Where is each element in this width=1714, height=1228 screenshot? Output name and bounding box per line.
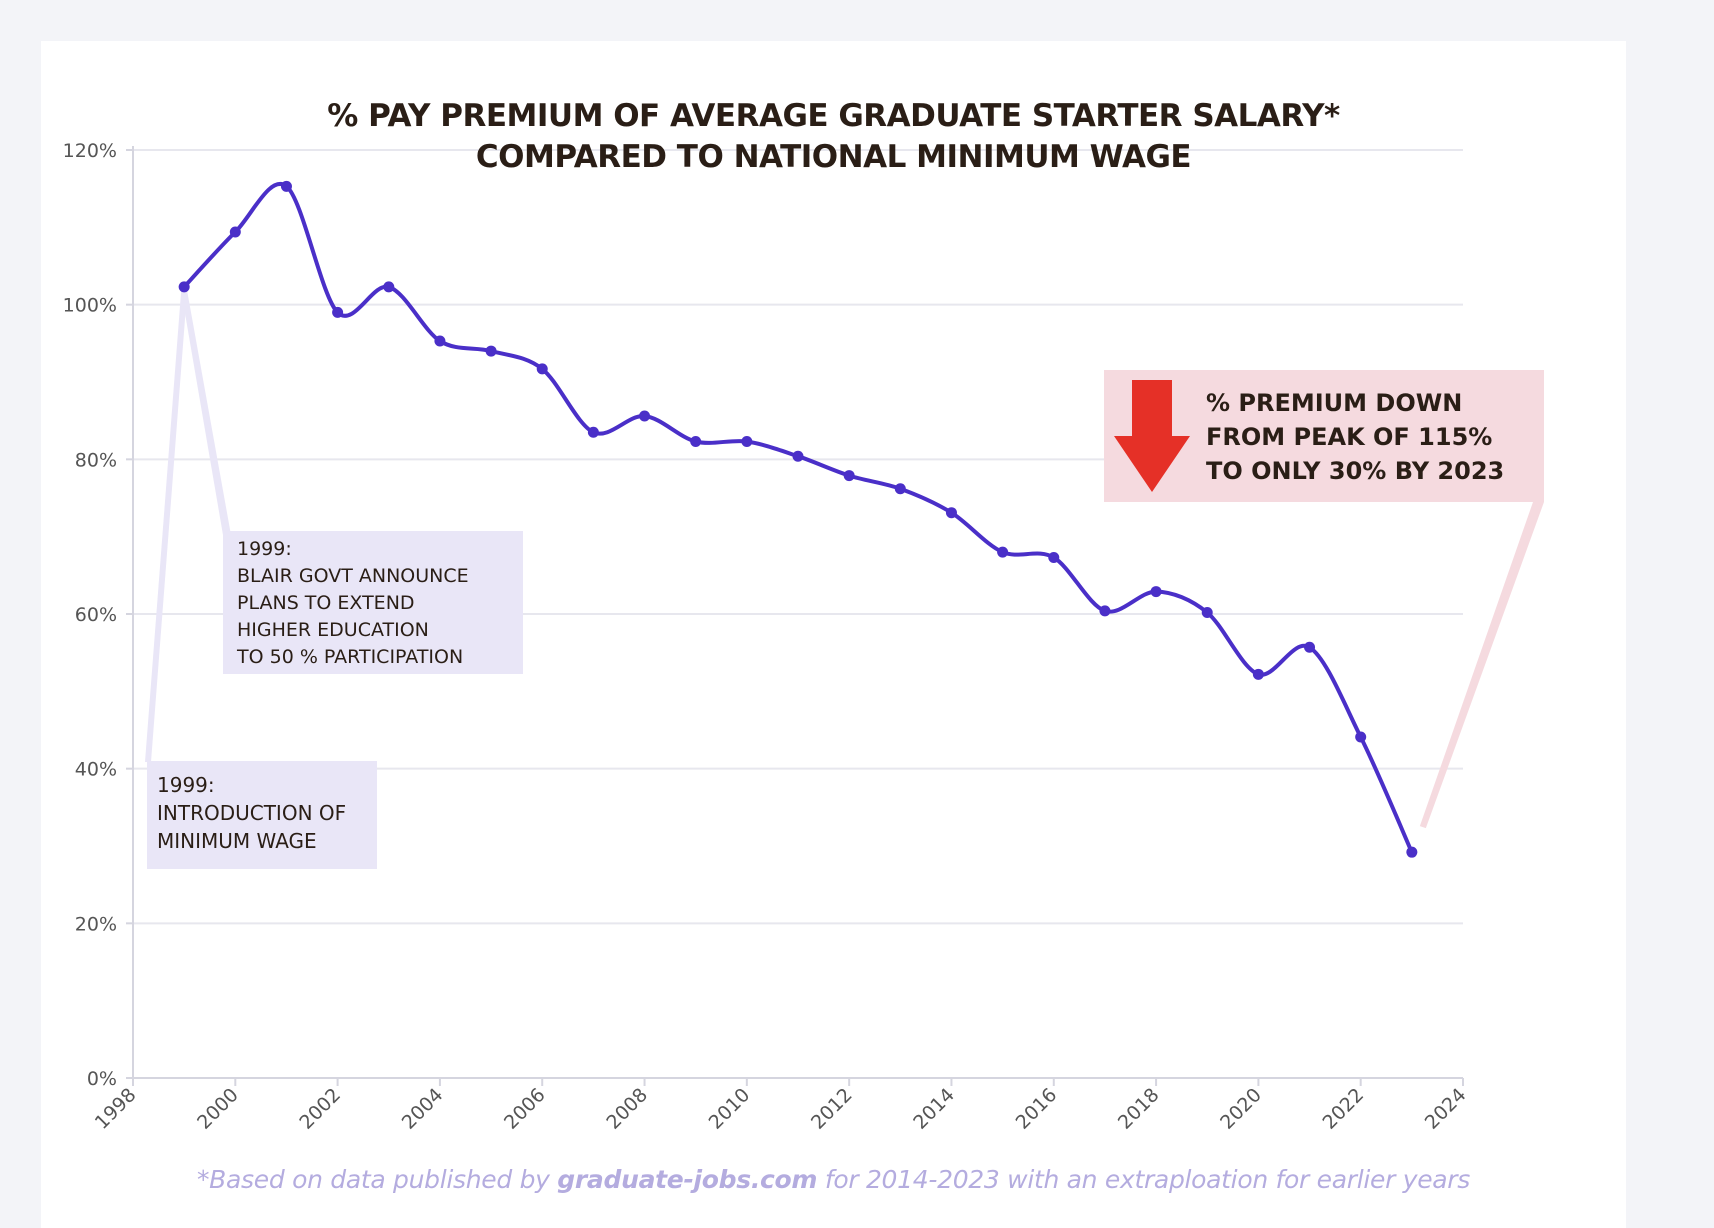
data-point [1048, 552, 1060, 564]
footnote-prefix: *Based on data published by [196, 1165, 558, 1194]
x-tick-label: 2002 [295, 1084, 345, 1134]
axes [126, 146, 1464, 1086]
x-tick-label: 2010 [705, 1084, 755, 1134]
annotation-blair-govt: 1999: BLAIR GOVT ANNOUNCE PLANS TO EXTEN… [223, 531, 523, 674]
data-point [1201, 606, 1213, 618]
y-tick-label: 80% [75, 449, 117, 471]
y-tick-label: 20% [75, 913, 117, 935]
chart-title-line-2: COMPARED TO NATIONAL MINIMUM WAGE [475, 139, 1192, 175]
x-tick-label: 2000 [193, 1084, 243, 1134]
data-point [1355, 731, 1367, 743]
data-point [690, 436, 702, 448]
data-point [178, 281, 190, 293]
data-point [1252, 668, 1264, 680]
x-tick-label: 2014 [909, 1084, 959, 1134]
chart-title: % PAY PREMIUM OF AVERAGE GRADUATE STARTE… [41, 96, 1626, 178]
data-point [383, 281, 395, 293]
data-point [485, 345, 497, 357]
x-tick-label: 2022 [1318, 1084, 1368, 1134]
annotation-line: TO 50 % PARTICIPATION [237, 646, 464, 668]
x-tick-label: 2006 [500, 1084, 550, 1134]
x-tick-label: 2024 [1421, 1084, 1471, 1134]
leader-blair [181, 290, 231, 535]
x-tick-label: 2016 [1012, 1084, 1062, 1134]
data-point [997, 546, 1009, 558]
x-tick-label: 1998 [91, 1084, 141, 1134]
y-tick-label: 0% [87, 1068, 117, 1090]
chart-title-line-1: % PAY PREMIUM OF AVERAGE GRADUATE STARTE… [327, 98, 1340, 134]
data-point [1406, 846, 1418, 858]
data-point [843, 470, 855, 482]
x-tick-label: 2012 [807, 1084, 857, 1134]
data-point [792, 450, 804, 462]
callout-line: TO ONLY 30% BY 2023 [1206, 457, 1505, 485]
annotation-line: BLAIR GOVT ANNOUNCE [237, 565, 469, 587]
data-point [434, 335, 446, 347]
down-arrow-icon [1114, 380, 1190, 492]
premium-down-callout: % PREMIUM DOWN FROM PEAK OF 115% TO ONLY… [1104, 370, 1544, 502]
footnote-suffix: for 2014-2023 with an extraploation for … [817, 1165, 1471, 1194]
footnote: *Based on data published by graduate-job… [41, 1165, 1626, 1194]
annotation-line: 1999: [157, 773, 215, 797]
x-tick-label: 2008 [602, 1084, 652, 1134]
footnote-source: graduate-jobs.com [557, 1165, 818, 1194]
data-point [587, 426, 599, 438]
data-point [280, 180, 292, 192]
annotation-leader-lines [145, 290, 1544, 829]
y-tick-label: 60% [75, 604, 117, 626]
data-point [894, 483, 906, 495]
data-point [229, 226, 241, 238]
annotation-line: 1999: [237, 538, 292, 560]
data-point [1150, 586, 1162, 598]
data-point [945, 507, 957, 519]
x-tick-label: 2018 [1114, 1084, 1164, 1134]
x-tick-label: 2004 [398, 1084, 448, 1134]
data-point [741, 436, 753, 448]
y-tick-labels: 0% 20% 40% 60% 80% 100% 120% [63, 140, 117, 1090]
data-point [1099, 605, 1111, 617]
y-tick-label: 120% [63, 140, 117, 162]
callout-text: % PREMIUM DOWN FROM PEAK OF 115% TO ONLY… [1206, 386, 1504, 488]
series-layer [178, 180, 1418, 858]
annotation-minimum-wage: 1999: INTRODUCTION OF MINIMUM WAGE [147, 761, 377, 869]
x-tick-labels: 1998 2000 2002 2004 2006 2008 2010 2012 2014 2016… [91, 1084, 1471, 1134]
callout-line: % PREMIUM DOWN [1206, 389, 1463, 417]
annotation-line: PLANS TO EXTEND [237, 592, 415, 614]
data-point [1304, 641, 1316, 653]
leader-minimum-wage [145, 290, 188, 762]
data-point [332, 306, 344, 318]
data-point [639, 410, 651, 422]
leader-premium-down [1419, 502, 1544, 829]
annotation-line: HIGHER EDUCATION [237, 619, 429, 641]
data-point [536, 363, 548, 375]
y-tick-label: 100% [63, 295, 117, 317]
annotation-line: MINIMUM WAGE [157, 829, 317, 853]
x-tick-label: 2020 [1216, 1084, 1266, 1134]
y-tick-label: 40% [75, 759, 117, 781]
annotation-line: INTRODUCTION OF [157, 801, 347, 825]
callout-line: FROM PEAK OF 115% [1206, 423, 1493, 451]
series-line [182, 182, 1414, 855]
